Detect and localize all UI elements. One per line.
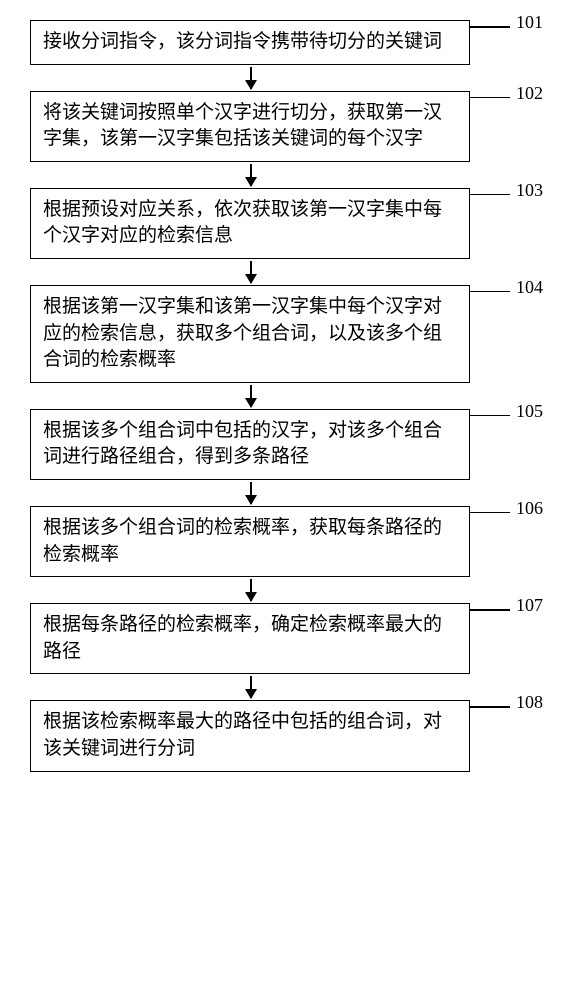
flowchart-container: 接收分词指令，该分词指令携带待切分的关键词 101 将该关键词按照单个汉字进行切… [30, 20, 546, 772]
label-lead [470, 97, 510, 99]
arrow-icon [250, 482, 252, 504]
step-box-105: 根据该多个组合词中包括的汉字，对该多个组合词进行路径组合，得到多条路径 [30, 409, 470, 480]
step-box-106: 根据该多个组合词的检索概率，获取每条路径的检索概率 [30, 506, 470, 577]
step-label-105: 105 [516, 401, 543, 422]
arrow-icon [250, 385, 252, 407]
step-row: 根据每条路径的检索概率，确定检索概率最大的路径 107 [30, 603, 546, 674]
arrow-icon [250, 676, 252, 698]
step-box-103: 根据预设对应关系，依次获取该第一汉字集中每个汉字对应的检索信息 [30, 188, 470, 259]
step-row: 根据该多个组合词的检索概率，获取每条路径的检索概率 106 [30, 506, 546, 577]
label-lead [470, 194, 510, 196]
step-label-101: 101 [516, 12, 543, 33]
step-label-107: 107 [516, 595, 543, 616]
step-box-102: 将该关键词按照单个汉字进行切分，获取第一汉字集，该第一汉字集包括该关键词的每个汉… [30, 91, 470, 162]
label-lead [470, 512, 510, 514]
step-row: 根据该第一汉字集和该第一汉字集中每个汉字对应的检索信息，获取多个组合词，以及该多… [30, 285, 546, 383]
step-row: 根据该多个组合词中包括的汉字，对该多个组合词进行路径组合，得到多条路径 105 [30, 409, 546, 480]
step-label-106: 106 [516, 498, 543, 519]
step-box-108: 根据该检索概率最大的路径中包括的组合词，对该关键词进行分词 [30, 700, 470, 771]
arrow-icon [250, 261, 252, 283]
step-row: 根据该检索概率最大的路径中包括的组合词，对该关键词进行分词 108 [30, 700, 546, 771]
label-lead [470, 415, 510, 417]
step-box-104: 根据该第一汉字集和该第一汉字集中每个汉字对应的检索信息，获取多个组合词，以及该多… [30, 285, 470, 383]
step-label-104: 104 [516, 277, 543, 298]
step-box-107: 根据每条路径的检索概率，确定检索概率最大的路径 [30, 603, 470, 674]
arrow-icon [250, 579, 252, 601]
step-label-102: 102 [516, 83, 543, 104]
arrow-icon [250, 164, 252, 186]
step-row: 根据预设对应关系，依次获取该第一汉字集中每个汉字对应的检索信息 103 [30, 188, 546, 259]
step-row: 将该关键词按照单个汉字进行切分，获取第一汉字集，该第一汉字集包括该关键词的每个汉… [30, 91, 546, 162]
step-row: 接收分词指令，该分词指令携带待切分的关键词 101 [30, 20, 546, 65]
step-label-103: 103 [516, 180, 543, 201]
step-box-101: 接收分词指令，该分词指令携带待切分的关键词 [30, 20, 470, 65]
label-lead [470, 26, 510, 28]
step-label-108: 108 [516, 692, 543, 713]
label-lead [470, 291, 510, 293]
arrow-icon [250, 67, 252, 89]
label-lead [470, 609, 510, 611]
label-lead [470, 706, 510, 708]
